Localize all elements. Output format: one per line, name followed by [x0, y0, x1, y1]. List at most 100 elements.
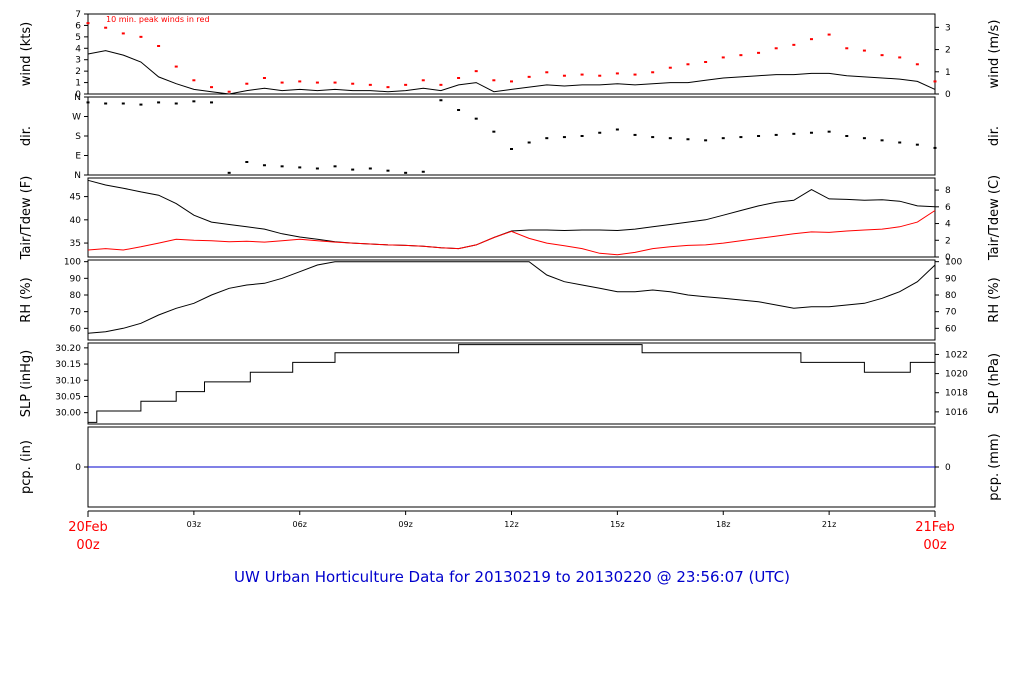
point-wind-peak [827, 33, 831, 36]
point-dir-main [527, 141, 531, 144]
point-dir-main [368, 167, 372, 170]
x-axis: 03z 06z 09z 12z 15z 18z 21z 20Feb 00z 21Feb 00z [68, 510, 955, 553]
point-dir-main [739, 136, 743, 139]
point-wind-peak [562, 74, 566, 77]
point-wind-peak [739, 54, 743, 57]
point-dir-main [386, 169, 390, 172]
point-dir-main [809, 131, 813, 134]
y-tick-label-wind: 0 [75, 90, 81, 100]
line-temp-dew [87, 210, 936, 256]
y-tick-label-right-wind: 0 [945, 90, 951, 100]
y-axis-label-right-pcp: pcp. (mm) [987, 433, 1002, 500]
panel-slp: SLP (inHg) SLP (hPa) 30.00 30.05 30.10 30.15 3… [19, 342, 1002, 425]
point-dir-main [421, 170, 425, 173]
y-tick-label-slp: 30.00 [55, 409, 81, 419]
point-wind-peak [492, 79, 496, 82]
y-axis-label-right-dir: dir. [987, 126, 1002, 146]
point-wind-peak [510, 80, 513, 83]
x-tick-label: 06z [293, 520, 307, 529]
point-wind-peak [439, 83, 443, 86]
y-tick-label-right-rh: 60 [945, 324, 957, 334]
y-tick-label-right-temp: 8 [945, 186, 951, 196]
y-tick-label-right-wind: 1 [945, 68, 951, 78]
point-wind-peak [704, 61, 708, 63]
point-dir-main [227, 171, 231, 174]
point-dir-main [545, 137, 549, 140]
x-tick-label: 21z [822, 520, 836, 529]
point-wind-peak [668, 66, 672, 69]
point-dir-main [880, 139, 884, 142]
point-dir-main [315, 167, 319, 170]
y-tick-label-dir: E [75, 152, 81, 162]
y-tick-label-right-rh: 80 [945, 291, 957, 301]
y-tick-label-right-slp: 1016 [945, 408, 968, 418]
point-wind-peak [686, 63, 690, 66]
point-wind-peak [421, 79, 425, 82]
point-wind-peak [545, 71, 549, 74]
line-slp-main [88, 344, 935, 423]
point-wind-peak [580, 73, 584, 76]
point-wind-peak [474, 70, 478, 73]
y-tick-label-slp: 30.05 [55, 392, 81, 402]
point-wind-peak [757, 51, 761, 54]
point-wind-peak [210, 86, 214, 89]
point-dir-main [933, 146, 937, 149]
y-tick-label-wind: 2 [75, 67, 81, 77]
y-tick-label-wind: 4 [75, 44, 81, 54]
point-dir-main [651, 136, 655, 139]
point-dir-main [704, 139, 708, 142]
point-wind-peak [139, 35, 143, 38]
point-dir-main [615, 128, 619, 131]
chart-title: UW Urban Horticulture Data for 20130219 … [234, 568, 790, 586]
line-rh-main [87, 261, 936, 334]
point-wind-peak [121, 32, 125, 35]
point-dir-main [845, 135, 849, 137]
y-tick-label-right-temp: 2 [945, 236, 951, 246]
point-dir-main [210, 101, 214, 104]
point-dir-main [562, 136, 566, 139]
point-wind-peak [845, 47, 849, 50]
y-tick-label-pcp: 0 [75, 463, 81, 473]
point-dir-main [915, 143, 919, 146]
point-wind-peak [404, 83, 408, 86]
y-axis-label-rh: RH (%) [19, 277, 34, 322]
point-wind-peak [386, 86, 390, 89]
panel-frame-temp [87, 177, 936, 258]
panel-pcp: pcp. (in) pcp. (mm) 0 0 [19, 426, 1002, 508]
point-wind-peak [457, 77, 461, 79]
point-dir-main [174, 102, 178, 105]
point-wind-peak [192, 79, 196, 82]
y-tick-label-wind: 7 [75, 10, 81, 20]
x-tick-label: 09z [398, 520, 412, 529]
point-dir-main [510, 148, 513, 150]
y-tick-label-wind: 1 [75, 79, 81, 89]
y-tick-label-dir: S [75, 132, 81, 142]
y-tick-label-dir: W [72, 113, 81, 123]
point-dir-main [139, 103, 143, 106]
panel-frame-rh [87, 259, 936, 341]
point-dir-main [774, 133, 778, 136]
point-dir-main [474, 117, 478, 120]
y-axis-label-wind: wind (kts) [19, 22, 34, 86]
y-tick-label-right-pcp: 0 [945, 463, 951, 473]
point-wind-peak [862, 49, 866, 52]
y-tick-label-rh: 100 [64, 258, 81, 268]
point-dir-main [439, 99, 443, 102]
point-wind-peak [333, 81, 337, 84]
point-dir-main [351, 168, 355, 171]
point-dir-main [245, 161, 249, 163]
point-wind-peak [792, 43, 796, 46]
panel-frame-dir [87, 96, 936, 176]
y-axis-label-right-wind: wind (m/s) [987, 20, 1002, 89]
y-tick-label-rh: 90 [70, 274, 82, 284]
point-wind-peak [898, 56, 902, 59]
x-tick-label: 18z [716, 520, 730, 529]
point-dir-main [757, 135, 761, 137]
y-tick-label-right-rh: 90 [945, 274, 957, 284]
point-wind-peak [245, 82, 249, 85]
x-tick-label: 12z [504, 520, 518, 529]
y-tick-label-slp: 30.20 [55, 344, 81, 354]
y-axis-label-slp: SLP (inHg) [19, 350, 34, 418]
line-wind-main [87, 50, 936, 95]
point-dir-main [333, 165, 337, 168]
